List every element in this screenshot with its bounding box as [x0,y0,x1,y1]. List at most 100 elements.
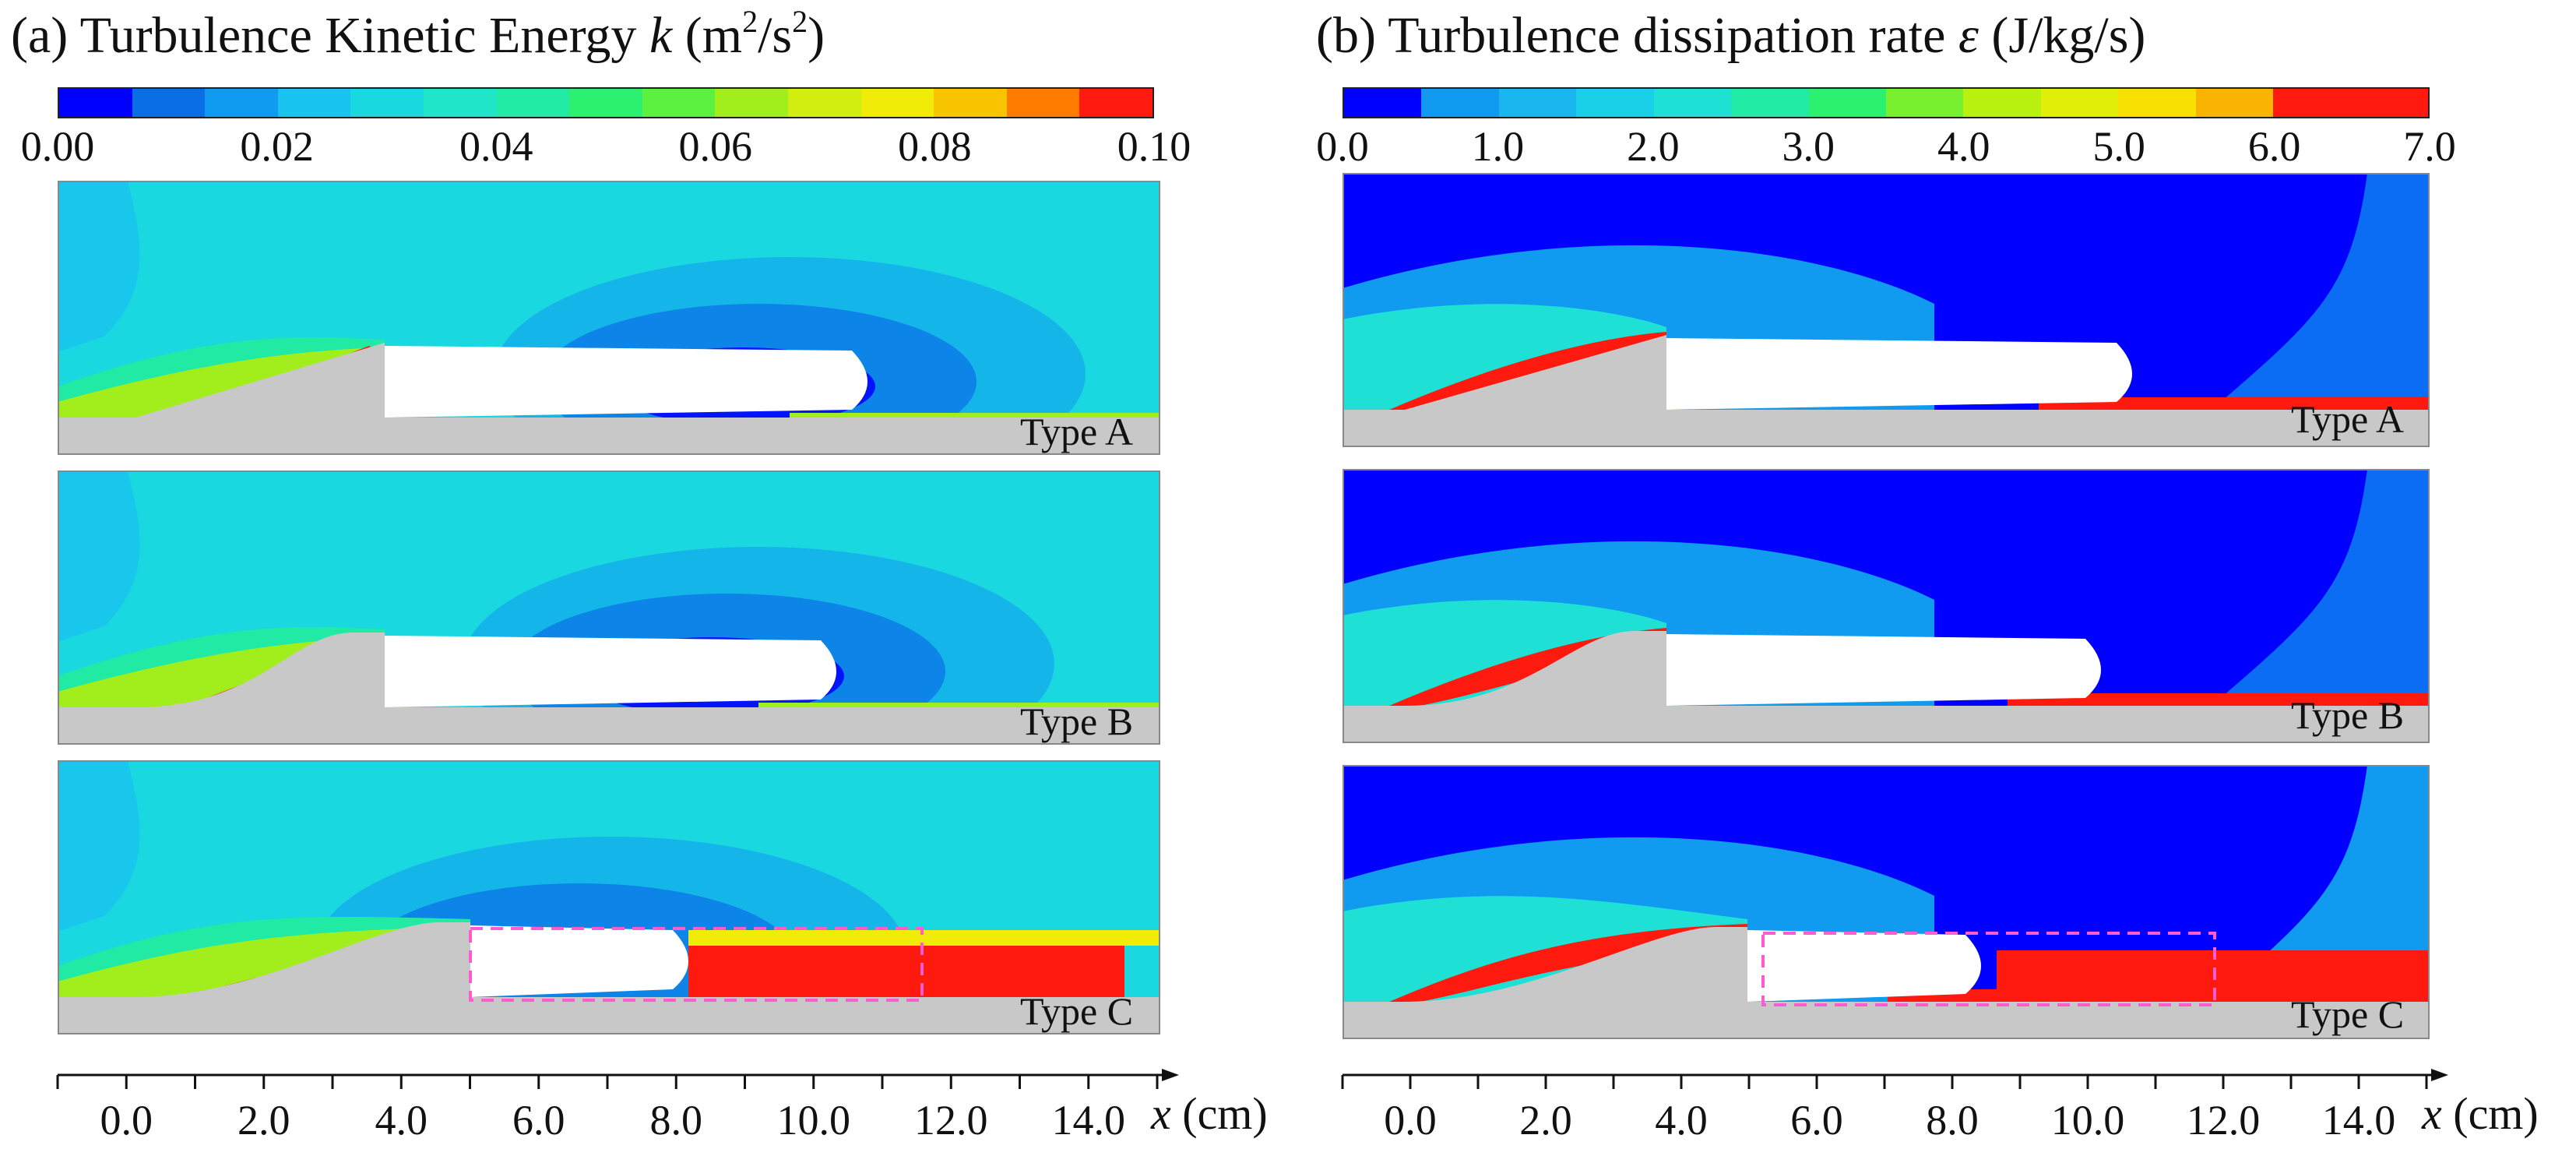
channel-floor [1343,706,2430,743]
vehicle-body [1666,634,2101,706]
panel-b-x-tick-label: 2.0 [1519,1097,1572,1144]
panel-b-colorbar-tick-label: 4.0 [1937,123,1990,170]
panel-b-colorbar-level [2118,89,2196,117]
panel-b-colorbar-level [1498,89,1577,117]
panel-a-x-tick-label: 6.0 [512,1097,565,1144]
panel-b-unit: (J/kg/s) [1991,7,2146,64]
panel-b-title: (b) Turbulence dissipation rate ε (J/kg/… [1316,5,2145,67]
panel-a-contour-0-svg [58,181,1160,455]
panel-a-x-unit: (cm) [1182,1088,1268,1139]
panel-b-colorbar-level [1731,89,1809,117]
panel-b-colorbar-level [2273,89,2351,117]
panel-a-colorbar-level [423,89,497,117]
panel-b-colorbar-tick-label: 2.0 [1627,123,1680,170]
panel-b-contour-type-b [1343,469,2430,743]
panel-b-x-tick-label: 14.0 [2322,1097,2396,1144]
panel-b-x-tick-label: 10.0 [2051,1097,2125,1144]
channel-floor [58,997,1160,1034]
panel-a-x-tick-label: 12.0 [914,1097,988,1144]
panel-b-case-label: Type A [2291,397,2405,441]
panel-b-x-unit: (cm) [2453,1088,2539,1139]
highlight-box [1761,932,2216,1006]
panel-a-x-axis-arrow [1162,1069,1179,1081]
panel-a-quantity: Turbulence Kinetic Energy [79,7,637,64]
panel-a-contour-type-b [58,471,1160,745]
panel-a-symbol: k [649,7,673,64]
field-peak-band [1389,332,1666,410]
field-frame [58,471,1160,745]
panel-b-colorbar-tick-label: 0.0 [1316,123,1369,170]
panel-a-x-tick-label: 8.0 [650,1097,703,1144]
panel-b-x-tick-label: 8.0 [1926,1097,1979,1144]
panel-a-x-axis-label: x (cm) [1151,1089,1268,1139]
panel-b-colorbar-level [1808,89,1886,117]
panel-a-colorbar-level [132,89,206,117]
panel-a-x-tick-label: 4.0 [375,1097,428,1144]
vehicle-body [1747,930,1981,1002]
panel-b-colorbar-tick-label: 5.0 [2092,123,2145,170]
panel-a-colorbar-tick-label: 0.00 [20,123,95,170]
panel-b-colorbar-level [2040,89,2119,117]
panel-b-contour-1-svg [1343,469,2430,743]
panel-a-colorbar-tick-label: 0.06 [678,123,753,170]
panel-b-x-symbol: x [2422,1088,2442,1139]
field-floor-band [790,413,1160,418]
vehicle-body [385,636,836,707]
vehicle-body [385,346,867,418]
field-right-plume [2212,469,2430,706]
field-right-plume [2212,173,2430,410]
panel-a-x-symbol: x [1151,1088,1171,1139]
panel-a-colorbar-level [860,89,934,117]
panel-b-quantity: Turbulence dissipation rate [1388,7,1946,64]
panel-a-contour-type-a [58,181,1160,455]
panel-a-colorbar-level [59,89,132,117]
panel-a-colorbar-level [350,89,424,117]
panel-b-colorbar-tick-label: 3.0 [1782,123,1835,170]
ramp-obstacle [135,633,385,707]
field-frame [1343,469,2430,743]
panel-b-contour-type-a [1343,173,2430,447]
panel-b-colorbar-level [1421,89,1499,117]
panel-b-colorbar-tick-label: 6.0 [2247,123,2301,170]
panel-b-colorbar-level [2350,89,2428,117]
panel-b-colorbar [1343,87,2430,118]
panel-a-x-tick-label: 0.0 [100,1097,153,1144]
panel-b-x-axis-arrow [2431,1069,2448,1081]
panel-a-case-label: Type A [1020,410,1134,453]
panel-a-colorbar-level [1079,89,1153,117]
panel-a-colorbar-tick-label: 0.10 [1117,123,1191,170]
panel-a-colorbar-level [277,89,351,117]
panel-b-colorbar-tick-label: 7.0 [2403,123,2456,170]
vehicle-body [470,925,688,997]
panel-a-unit: (m2/s2) [684,4,825,65]
ramp-obstacle [1405,927,1747,1002]
panel-a-colorbar-level [642,89,716,117]
panel-b-colorbar-tick-label: 1.0 [1471,123,1525,170]
panel-b-colorbar-level [2195,89,2274,117]
channel-floor [1343,410,2430,447]
field-peak-wake [688,941,1124,997]
channel-floor [1343,1002,2430,1039]
panel-a-letter: (a) [11,7,69,64]
field-floor-peak [2039,397,2430,410]
panel-b-x-axis-svg: 0.0 2.0 4.0 6.0 8.0 10.0 12.0 14.0 [1341,1069,2448,1144]
panel-b-letter: (b) [1316,7,1376,64]
panel-a-colorbar-tick-label: 0.08 [898,123,972,170]
panel-b-symbol: ε [1958,7,1979,64]
highlight-box [469,927,924,1002]
field-wake-edge [688,930,1160,946]
field-plume [58,760,140,932]
panel-a-colorbar-level [496,89,570,117]
panel-b-contour-0-svg [1343,173,2430,447]
field-frame [1343,765,2430,1039]
panel-a-colorbar-level [205,89,278,117]
panel-a-colorbar-tick-label: 0.02 [240,123,314,170]
panel-b-colorbar-ticks: 0.0 1.0 2.0 3.0 4.0 5.0 6.0 7.0 [1316,118,2456,170]
panel-b-colorbar-level [1885,89,1964,117]
ramp-obstacle [1405,631,1666,706]
panel-b-colorbar-level [1344,89,1422,117]
ramp-obstacle [135,343,385,418]
panel-a-contour-type-c [58,760,1160,1034]
panel-a-colorbar-level [1006,89,1080,117]
